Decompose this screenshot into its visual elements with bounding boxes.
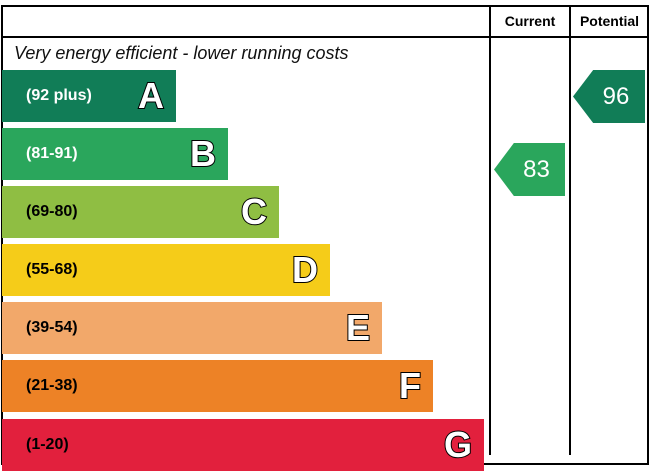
band-letter: G <box>443 423 473 466</box>
band-letter: E <box>345 306 371 349</box>
band-range: (1-20) <box>26 436 69 453</box>
header-divider <box>1 36 649 38</box>
band-letter: D <box>291 248 319 291</box>
band-bar-a: (92 plus) A <box>2 70 176 122</box>
band-range: (55-68) <box>26 261 78 278</box>
band-range: (69-80) <box>26 203 78 220</box>
band-bar-f: (21-38) F <box>2 360 433 412</box>
current-rating-value: 83 <box>523 156 550 183</box>
band-bar-c: (69-80) C <box>2 186 279 238</box>
band-letter: F <box>398 364 422 407</box>
header-potential: Potential <box>579 13 640 29</box>
potential-rating-value: 96 <box>602 83 630 110</box>
band-letter: A <box>137 74 165 117</box>
band-letter: B <box>189 132 217 175</box>
top-label: Very energy efficient - lower running co… <box>14 43 349 63</box>
column-divider-potential <box>569 5 571 455</box>
band-range: (21-38) <box>26 377 78 394</box>
band-range: (39-54) <box>26 319 78 336</box>
header-current: Current <box>504 13 556 29</box>
band-bar-b: (81-91) B <box>2 128 228 180</box>
band-range: (92 plus) <box>26 87 92 104</box>
band-range: (81-91) <box>26 145 78 162</box>
band-bar-g: (1-20) G <box>2 419 484 471</box>
band-bar-d: (55-68) D <box>2 244 330 296</box>
column-divider-current <box>489 5 491 455</box>
band-bar-e: (39-54) E <box>2 302 382 354</box>
band-letter: C <box>240 190 268 233</box>
potential-rating-arrow: 96 <box>573 70 645 123</box>
